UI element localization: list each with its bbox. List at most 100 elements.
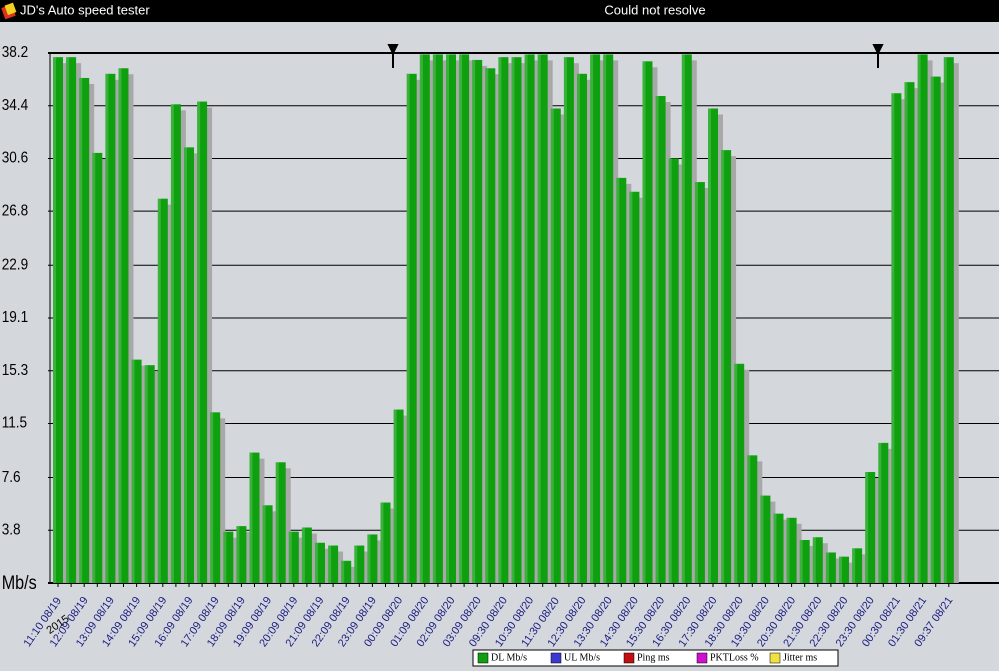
legend-swatch	[769, 652, 781, 664]
day-marker	[387, 44, 399, 68]
bar-highlight	[197, 101, 201, 583]
bar-highlight	[563, 57, 567, 584]
bar	[79, 77, 90, 584]
bar	[773, 513, 784, 583]
bar	[537, 54, 548, 583]
bar	[694, 182, 705, 583]
bar-highlight	[446, 54, 449, 583]
bar-highlight	[432, 54, 436, 583]
bar-highlight	[131, 359, 135, 583]
bar	[53, 57, 63, 584]
bar	[917, 54, 928, 583]
y-tick-label: 3.8	[2, 522, 21, 539]
bar	[760, 495, 771, 583]
bar-highlight	[852, 548, 856, 583]
bar-highlight	[537, 54, 541, 583]
bar	[550, 108, 561, 584]
bar	[170, 104, 181, 583]
bar	[511, 57, 522, 584]
y-tick-label: 22.9	[2, 257, 28, 274]
legend-swatch	[696, 652, 708, 664]
bar	[92, 152, 103, 583]
bar	[878, 442, 889, 583]
bar	[930, 76, 941, 583]
bar-highlight	[891, 93, 895, 584]
legend-box	[472, 649, 839, 667]
bar	[354, 545, 365, 583]
bar	[747, 455, 758, 583]
bar	[943, 57, 954, 584]
bar-highlight	[184, 147, 187, 583]
bar-highlight	[668, 158, 672, 584]
bar-highlight	[511, 57, 515, 584]
bar	[367, 534, 378, 583]
bar	[629, 191, 640, 583]
bar-highlight	[315, 542, 318, 583]
status: Could not resolve	[604, 2, 705, 17]
title-bar	[0, 0, 999, 22]
bar	[642, 61, 653, 584]
y-tick-label: 15.3	[2, 362, 28, 379]
y-axis-label: Mb/s	[2, 572, 37, 594]
bar-highlight	[721, 150, 725, 583]
bar	[891, 93, 902, 584]
bar-highlight	[157, 198, 161, 583]
bar-highlight	[642, 61, 646, 584]
bar-highlight	[223, 531, 227, 583]
y-tick-label: 38.2	[2, 44, 28, 61]
bar	[459, 54, 470, 583]
y-tick-label: 7.6	[2, 469, 21, 486]
legend-label: Ping ms	[637, 652, 670, 663]
bar-highlight	[760, 495, 764, 583]
bar	[563, 57, 574, 584]
bar-highlight	[878, 442, 882, 583]
bar-highlight	[616, 177, 620, 583]
bar	[249, 452, 260, 583]
legend: DL Mb/s UL Mb/s Ping ms PKTLoss % Jitter ms	[472, 649, 839, 667]
bar	[184, 147, 194, 583]
y-tick-label: 11.5	[2, 415, 27, 432]
bar	[577, 73, 587, 583]
bar	[708, 108, 718, 584]
bar-highlight	[603, 54, 607, 583]
bar-highlight	[262, 505, 266, 583]
bar	[328, 545, 339, 583]
bar	[341, 560, 352, 583]
bar	[485, 68, 496, 583]
bar	[315, 542, 325, 583]
bar-highlight	[406, 73, 410, 583]
bar-highlight	[550, 108, 554, 584]
bar	[157, 198, 168, 583]
bar-highlight	[799, 539, 803, 583]
bar	[865, 472, 876, 583]
bar-highlight	[825, 552, 829, 583]
bar	[131, 359, 142, 583]
bar	[197, 101, 208, 583]
legend-swatch	[550, 652, 562, 664]
bar	[524, 54, 535, 583]
bar-highlight	[275, 462, 279, 583]
bar-highlight	[459, 54, 463, 583]
bar	[616, 177, 627, 583]
bar	[812, 537, 823, 583]
legend-swatch	[477, 652, 489, 664]
bar-highlight	[865, 472, 869, 583]
bar	[118, 68, 129, 583]
bar-highlight	[92, 152, 96, 583]
legend-label: PKTLoss %	[710, 652, 759, 663]
bar	[144, 365, 155, 583]
bar	[432, 54, 443, 583]
bar-highlight	[590, 54, 594, 583]
bar-highlight	[708, 108, 711, 584]
bar-highlight	[144, 365, 148, 583]
bar	[419, 54, 430, 583]
bar	[603, 54, 614, 583]
bar-highlight	[79, 77, 83, 584]
bar	[786, 517, 797, 583]
bar	[393, 409, 404, 583]
bar	[301, 527, 312, 583]
bar	[446, 54, 456, 583]
bar	[839, 556, 849, 583]
